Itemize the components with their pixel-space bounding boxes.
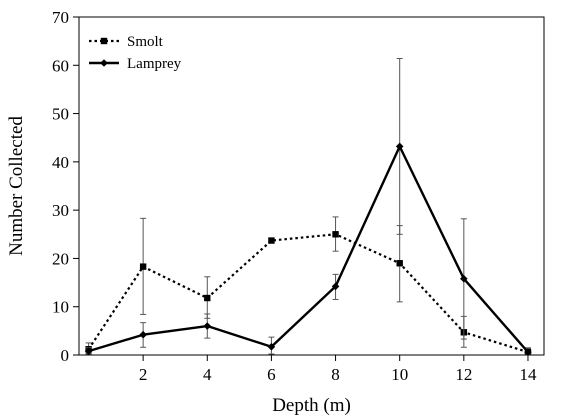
y-tick-label: 70 — [52, 8, 69, 27]
legend: Smolt Lamprey — [89, 34, 182, 72]
point-lamprey — [460, 274, 468, 283]
point-lamprey — [395, 142, 404, 151]
x-tick-label: 14 — [519, 365, 537, 384]
legend-label-smolt: Smolt — [127, 34, 164, 50]
y-tick-label: 20 — [52, 249, 69, 268]
point-smolt — [268, 237, 275, 244]
point-lamprey — [267, 342, 276, 351]
point-lamprey — [331, 282, 340, 291]
y-tick-label: 0 — [61, 346, 70, 365]
y-tick-label: 10 — [52, 298, 69, 317]
series-line-lamprey — [88, 145, 529, 353]
point-smolt — [204, 294, 211, 302]
x-tick-label: 10 — [391, 365, 408, 384]
y-tick-label: 30 — [52, 201, 69, 220]
axes — [78, 16, 545, 356]
y-tick-label: 40 — [52, 153, 69, 172]
point-lamprey — [524, 348, 532, 356]
x-tick-label: 4 — [203, 365, 212, 384]
point-lamprey — [84, 347, 93, 355]
legend-label-lamprey: Lamprey — [127, 56, 182, 72]
ticks: 0 10 20 30 40 50 60 70 2 4 6 8 10 12 14 — [52, 8, 537, 384]
x-axis-label: Depth (m) — [272, 395, 351, 416]
x-tick-label: 2 — [139, 365, 148, 384]
point-smolt — [396, 260, 403, 267]
point-smolt — [332, 231, 339, 238]
plot-area — [84, 58, 532, 356]
legend-marker-lamprey — [100, 59, 108, 67]
series-lamprey — [84, 58, 532, 356]
y-tick-label: 60 — [52, 56, 69, 75]
plot-frame — [78, 16, 545, 356]
series-line-smolt — [87, 233, 529, 354]
y-axis-label: Number Collected — [6, 116, 27, 256]
y-tick-label: 50 — [52, 105, 69, 124]
x-tick-label: 8 — [331, 365, 340, 384]
legend-marker-smolt — [100, 37, 108, 45]
point-smolt — [139, 263, 147, 270]
x-tick-label: 12 — [455, 365, 472, 384]
x-tick-label: 6 — [267, 365, 276, 384]
point-lamprey — [203, 322, 212, 330]
point-lamprey — [139, 330, 147, 339]
